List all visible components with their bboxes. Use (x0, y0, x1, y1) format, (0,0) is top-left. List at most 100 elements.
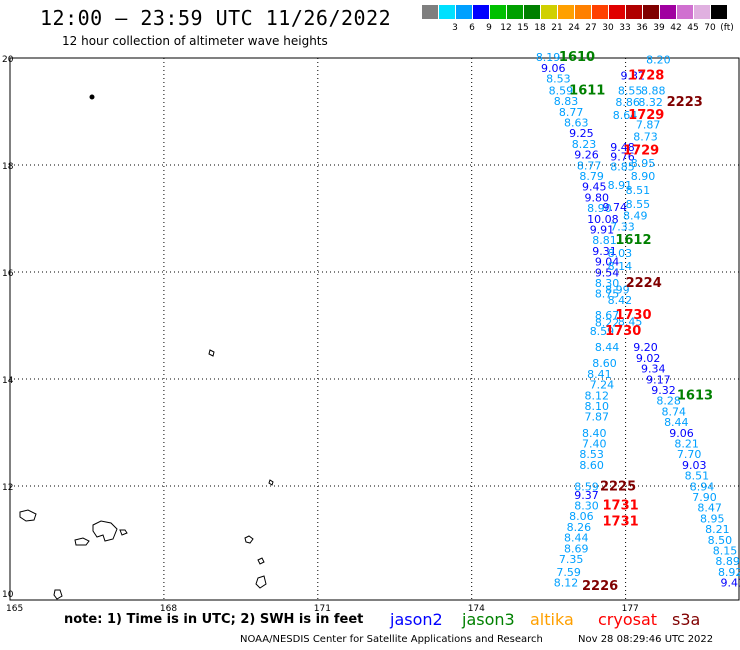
wave-height-reading: 8.15 (713, 544, 738, 557)
legend-label: 21 (551, 23, 563, 33)
legend-swatch (660, 5, 676, 19)
map-grid: 20 18 16 14 12 10 165 168 171 174 177 (2, 55, 740, 614)
wave-height-reading: 9.37 (574, 489, 599, 502)
wave-height-reading: 9.06 (669, 427, 694, 440)
pass-time-label: 1729 (623, 143, 659, 158)
legend-swatch (558, 5, 574, 19)
wave-height-reading: 8.12 (554, 577, 579, 590)
legend-label: 6 (469, 23, 475, 33)
wave-height-reading: 8.21 (674, 437, 699, 450)
pass-time-label: 1611 (569, 83, 605, 98)
wave-height-reading: 8.92 (718, 566, 740, 579)
wave-height-reading: 8.90 (587, 202, 612, 215)
wave-height-reading: 8.73 (633, 130, 658, 143)
wave-height-reading: 8.90 (631, 170, 656, 183)
wave-height-reading: 9.74 (603, 201, 628, 214)
legend-label: 39 (653, 23, 665, 33)
wave-height-reading: 8.83 (554, 95, 579, 108)
wave-height-reading: 8.28 (656, 395, 681, 408)
wave-height-reading: 8.95 (631, 157, 656, 170)
latitude-label: 12 (2, 483, 13, 493)
page-subtitle: 12 hour collection of altimeter wave hei… (62, 34, 328, 48)
pass-time-label: 1612 (615, 233, 651, 248)
wave-height-reading: 8.81 (592, 234, 617, 247)
wave-height-reading: 8.49 (623, 210, 648, 223)
wave-height-reading: 8.95 (700, 512, 725, 525)
wave-height-reading: 8.23 (572, 138, 597, 151)
pass-time-label: 1610 (559, 50, 595, 65)
wave-height-reading: 9.25 (569, 127, 594, 140)
wave-height-reading: 8.44 (564, 532, 589, 545)
map-frame (9, 57, 740, 601)
wave-height-reading: 8.74 (662, 405, 687, 418)
wave-height-reading: 8.03 (608, 247, 633, 260)
footnote: note: 1) Time is in UTC; 2) SWH is in fe… (64, 612, 364, 627)
wave-height-reading: 8.59 (590, 325, 615, 338)
wave-height-reading: 9.45 (582, 181, 607, 194)
wave-height-reading: 8.88 (641, 84, 666, 97)
wave-height-reading: 8.19 (536, 51, 561, 64)
wave-height-reading: 7.90 (692, 491, 717, 504)
wave-height-reading: 9.41 (721, 577, 740, 590)
wave-height-reading: 8.30 (595, 277, 620, 290)
legend-label: 70 (704, 23, 716, 33)
legend-swatch (473, 5, 489, 19)
wave-height-reading: 9.54 (595, 266, 620, 279)
wave-height-reading: 7.70 (677, 448, 702, 461)
pass-time-label: 1730 (605, 324, 641, 339)
wave-height-reading: 8.89 (715, 555, 740, 568)
legend-label: 33 (619, 23, 631, 33)
wave-height-reading: 8.91 (608, 179, 633, 192)
wave-height-reading: 8.10 (585, 400, 610, 413)
wave-height-reading: 9.04 (595, 256, 620, 269)
altimeter-readings: 8.199.068.538.598.838.778.639.258.239.26… (536, 51, 740, 589)
wave-height-reading: 8.47 (697, 502, 722, 515)
legend-swatch (422, 5, 438, 19)
wave-height-reading: 8.60 (592, 357, 617, 370)
legend-label: 24 (568, 23, 580, 33)
legend-label: 42 (670, 23, 682, 33)
longitude-label: 165 (6, 604, 23, 614)
wave-height-reading: 8.77 (577, 159, 602, 172)
wave-height-reading: 8.55 (618, 84, 643, 97)
legend-swatch (711, 5, 727, 19)
wave-height-reading: 8.42 (608, 294, 633, 307)
wave-height-reading: 8.64 (613, 109, 638, 122)
legend-swatch (541, 5, 557, 19)
wave-height-reading: 7.24 (590, 379, 615, 392)
wave-height-reading: 9.06 (541, 62, 566, 75)
wave-height-reading: 8.14 (608, 260, 633, 273)
wave-height-reading: 8.67 (595, 309, 620, 322)
wave-height-reading: 9.80 (585, 191, 610, 204)
wave-height-reading: 7.40 (582, 437, 607, 450)
legend-swatch (507, 5, 523, 19)
wave-height-reading: 10.08 (587, 213, 619, 226)
wave-height-reading: 8.77 (559, 106, 584, 119)
satellite-s3a: s3a (672, 610, 701, 629)
wave-height-reading: 9.20 (633, 341, 658, 354)
pass-time-label: 1729 (628, 108, 664, 123)
legend-label: 12 (500, 23, 512, 33)
coastline (19, 94, 274, 600)
pass-time-label: 2223 (667, 95, 703, 110)
wave-height-reading: 7.87 (585, 411, 610, 424)
page-title: 12:00 – 23:59 UTC 11/26/2022 (40, 6, 392, 30)
latitude-label: 16 (2, 269, 14, 279)
pass-time-label: 2226 (582, 579, 618, 594)
wave-height-reading: 9.32 (651, 384, 676, 397)
wave-height-reading: 9.76 (610, 151, 635, 164)
legend-swatch (439, 5, 455, 19)
wave-height-reading: 8.06 (569, 510, 594, 523)
credit-footer: NOAA/NESDIS Center for Satellite Applica… (240, 634, 543, 645)
satellite-altika: altika (530, 610, 574, 629)
wave-height-reading: 8.44 (664, 416, 689, 429)
longitude-label: 174 (468, 604, 485, 614)
pass-time-label: 1613 (677, 388, 713, 403)
legend-swatch (592, 5, 608, 19)
latitude-label: 18 (2, 162, 14, 172)
legend-label: 36 (636, 23, 648, 33)
wave-height-reading: 9.02 (636, 352, 661, 365)
legend-swatch (677, 5, 693, 19)
wave-height-reading: 8.44 (595, 341, 620, 354)
